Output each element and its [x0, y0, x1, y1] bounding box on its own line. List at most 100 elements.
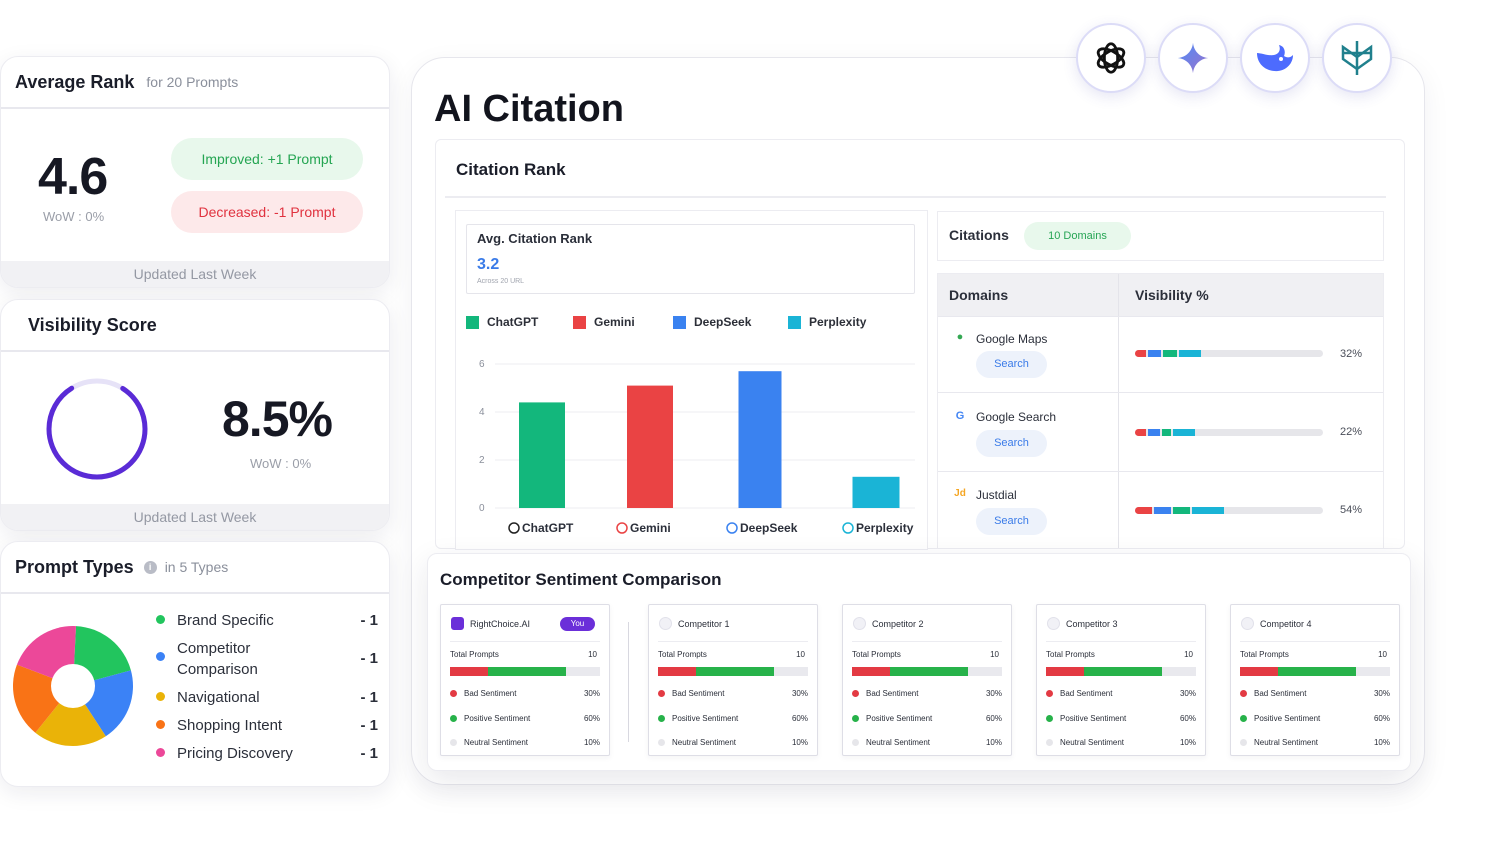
ai-engine-selector	[1076, 23, 1392, 93]
competitor-name: Competitor 2	[872, 619, 924, 629]
search-button[interactable]: Search	[976, 508, 1047, 535]
donut-hole	[51, 664, 95, 708]
y-tick-label: 0	[479, 503, 485, 514]
avg-citation-rank-title: Avg. Citation Rank	[477, 231, 593, 246]
visibility-score-title: Visibility Score	[28, 314, 157, 335]
total-prompts-label: Total Prompts	[1046, 650, 1095, 659]
citation-rank-divider	[445, 196, 1386, 198]
prompt-type-competitor-comparison: Competitor Comparison - 1	[156, 638, 378, 680]
sentiment-bar-positive	[1277, 667, 1356, 676]
prompt-types-title: Prompt Types	[15, 556, 134, 577]
sentiment-bar	[1046, 667, 1196, 676]
gemini-segment	[1135, 507, 1152, 514]
prompt-type-label: Navigational	[177, 689, 260, 706]
justdial-icon: Jd	[954, 488, 966, 499]
positive-sentiment-label: Positive Sentiment	[1060, 714, 1127, 723]
sentiment-bar	[1240, 667, 1390, 676]
positive-sentiment-value: 60%	[985, 714, 1002, 723]
card-divider	[1240, 641, 1390, 642]
brand-logo-icon	[451, 617, 464, 630]
domains-column-header: Domains	[949, 287, 1009, 303]
legend-swatch	[466, 315, 479, 329]
neutral-sentiment-label: Neutral Sentiment	[1060, 738, 1125, 747]
google-icon: G	[955, 410, 965, 422]
sentiment-bar-bad	[852, 667, 890, 676]
search-button[interactable]: Search	[976, 351, 1047, 378]
gemini-icon[interactable]	[1158, 23, 1228, 93]
domain-name: Google Maps	[976, 332, 1048, 346]
you-badge: You	[560, 617, 595, 631]
card-divider	[852, 641, 1002, 642]
total-prompts-label: Total Prompts	[658, 650, 707, 659]
own-brand-card[interactable]: RightChoice.AI You Total Prompts 10 Bad Sent…	[440, 604, 610, 756]
prompt-type-pricing-discovery: Pricing Discovery - 1	[156, 743, 378, 764]
gemini-icon	[616, 522, 628, 534]
positive-sentiment-label: Positive Sentiment	[464, 714, 531, 723]
card-divider	[450, 641, 600, 642]
prompt-type-label: Brand Specific	[177, 612, 274, 629]
citations-header-box: Citations	[937, 211, 1384, 261]
bad-sentiment-value: 30%	[791, 689, 808, 698]
neutral-sentiment-value: 10%	[985, 738, 1002, 747]
sentiment-bar-bad	[1046, 667, 1084, 676]
legend-swatch	[573, 315, 586, 329]
visibility-ring-progress	[46, 378, 148, 480]
bad-sentiment-label: Bad Sentiment	[1254, 689, 1307, 698]
prompt-types-donut	[12, 626, 133, 746]
neutral-dot	[658, 739, 665, 746]
positive-sentiment-value: 60%	[1373, 714, 1390, 723]
legend-label: Perplexity	[809, 315, 867, 329]
competitor-card[interactable]: Competitor 3 Total Prompts 10 Bad Sentiment…	[1036, 604, 1206, 756]
visibility-score-header: Visibility Score	[1, 300, 389, 352]
average-rank-header: Average Rank for 20 Prompts	[1, 57, 389, 109]
x-tick-label: ChatGPT	[522, 521, 574, 535]
citation-rank-title: Citation Rank	[456, 160, 566, 179]
visibility-score-value: 8.5%	[222, 391, 333, 447]
sentiment-bar-positive	[1083, 667, 1162, 676]
legend-label: Gemini	[594, 315, 635, 329]
sentiment-bar-bad	[450, 667, 488, 676]
bad-dot	[450, 690, 457, 697]
navigational-dot	[156, 692, 165, 701]
perplexity-icon[interactable]	[1322, 23, 1392, 93]
total-prompts-value: 10	[588, 650, 597, 659]
info-icon[interactable]: i	[143, 560, 157, 574]
neutral-sentiment-value: 10%	[791, 738, 808, 747]
bad-dot	[658, 690, 665, 697]
avatar	[1241, 617, 1254, 630]
average-rank-card: Average Rank for 20 Prompts 4.6 WoW : 0%…	[0, 56, 390, 288]
positive-sentiment-label: Positive Sentiment	[866, 714, 933, 723]
competitor-card[interactable]: Competitor 1 Total Prompts 10 Bad Sentiment…	[648, 604, 818, 756]
sentiment-bar	[450, 667, 600, 676]
positive-sentiment-value: 60%	[791, 714, 808, 723]
neutral-dot	[450, 739, 457, 746]
average-rank-wow: WoW : 0%	[43, 209, 105, 224]
positive-sentiment-label: Positive Sentiment	[672, 714, 739, 723]
domains-table: Domains Visibility % ● Google Maps Searc…	[937, 273, 1384, 549]
legend-label: DeepSeek	[694, 315, 752, 329]
search-button[interactable]: Search	[976, 430, 1047, 457]
y-tick-label: 2	[479, 455, 485, 466]
bad-sentiment-value: 30%	[583, 689, 600, 698]
positive-sentiment-label: Positive Sentiment	[1254, 714, 1321, 723]
deepseek-segment	[1148, 350, 1162, 357]
bad-sentiment-value: 30%	[1373, 689, 1390, 698]
visibility-score-card: Visibility Score 8.5% WoW : 0% Updated L…	[0, 299, 390, 531]
brand-specific-dot	[156, 615, 165, 624]
deepseek-segment	[1148, 429, 1160, 436]
map-pin-icon: ●	[956, 331, 964, 343]
bar-perplexity	[852, 476, 900, 508]
gemini-segment	[1135, 350, 1147, 357]
competitor-card[interactable]: Competitor 4 Total Prompts 10 Bad Sentiment…	[1230, 604, 1400, 756]
visibility-bar	[1135, 429, 1323, 436]
competitor-card[interactable]: Competitor 2 Total Prompts 10 Bad Sentiment…	[842, 604, 1012, 756]
prompt-types-card: Prompt Types i in 5 Types Brand Specific…	[0, 541, 390, 787]
positive-dot	[852, 715, 859, 722]
chatgpt-icon[interactable]	[1076, 23, 1146, 93]
page-title: AI Citation	[434, 88, 624, 130]
visibility-column-header: Visibility %	[1135, 287, 1209, 303]
donut-slice-navigational	[35, 686, 106, 746]
deepseek-icon[interactable]	[1240, 23, 1310, 93]
bad-dot	[1046, 690, 1053, 697]
visibility-percent: 54%	[1340, 504, 1363, 516]
